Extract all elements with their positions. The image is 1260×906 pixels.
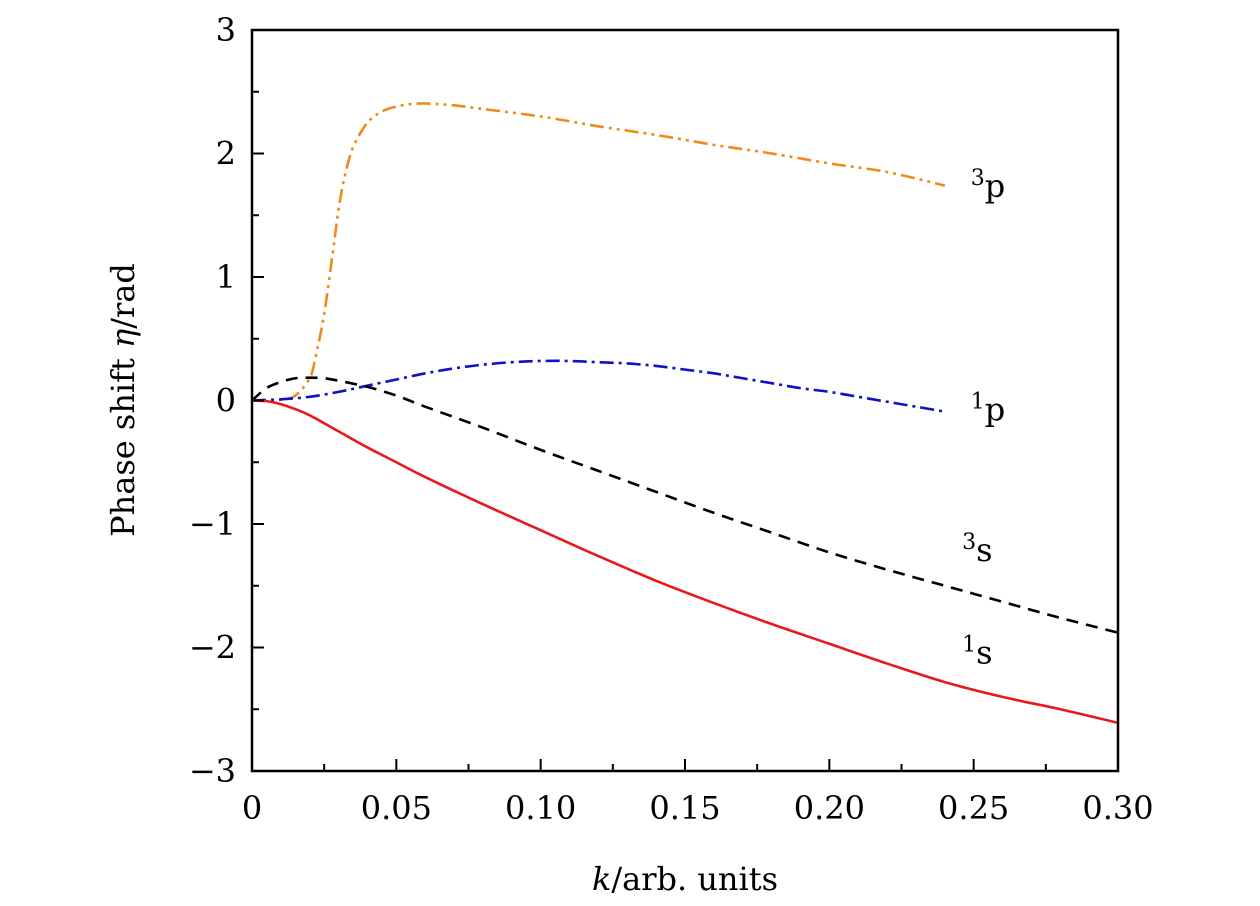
y-tick-label: 2 [216, 135, 236, 173]
x-tick-label: 0.05 [361, 789, 432, 827]
x-tick-label: 0 [242, 789, 262, 827]
x-tick-label: 0.30 [1082, 789, 1153, 827]
ticks-layer: 0 0.05 0.10 0.15 0.20 0.25 0.30 3 2 1 0 −1 −2 −3 [189, 11, 1154, 827]
series-label-3s: 3s [962, 530, 992, 569]
series-label-3p: 3p [971, 166, 1005, 205]
series-line-3s [251, 376, 1119, 634]
y-axis-variable: η [104, 329, 142, 348]
series-label-1p: 1p [971, 389, 1005, 428]
series-label-sup: 1 [962, 633, 976, 658]
series-label-letter: p [985, 167, 1005, 205]
x-tick-label: 0.10 [505, 789, 576, 827]
y-tick-label: −1 [189, 505, 236, 543]
y-tick-label: 3 [216, 11, 236, 49]
x-axis-unit: /arb. units [611, 860, 778, 898]
x-axis-label: k/arb. units [592, 860, 778, 898]
y-tick-label: 1 [216, 258, 236, 296]
series-line-1s [251, 399, 1119, 725]
series-label-1s: 1s [962, 633, 992, 672]
series-layer [251, 102, 1119, 725]
x-axis-variable: k [592, 860, 611, 898]
y-tick-label: 0 [216, 382, 236, 420]
x-tick-label: 0.15 [649, 789, 720, 827]
x-tick-label: 0.25 [938, 789, 1009, 827]
x-tick-label: 0.20 [794, 789, 865, 827]
y-tick-label: −3 [189, 752, 236, 790]
y-axis-label: Phase shift η/rad [104, 263, 142, 537]
series-label-letter: s [976, 634, 992, 672]
series-label-sup: 3 [971, 166, 985, 191]
series-label-sup: 3 [962, 530, 976, 555]
series-line-1p [251, 359, 946, 413]
series-label-sup: 1 [971, 389, 985, 414]
series-label-letter: p [985, 390, 1005, 428]
y-tick-label: −2 [189, 629, 236, 667]
series-line-3p [251, 102, 946, 402]
y-axis-title: Phase shift [104, 348, 142, 537]
series-label-letter: s [976, 531, 992, 569]
y-axis-unit: /rad [104, 263, 142, 329]
